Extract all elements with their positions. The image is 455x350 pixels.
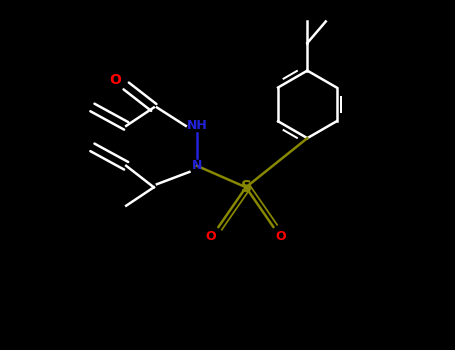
Text: O: O (276, 230, 286, 243)
Text: O: O (109, 73, 121, 87)
Text: O: O (206, 230, 216, 243)
Text: S: S (240, 180, 252, 195)
Text: N: N (192, 159, 202, 172)
Text: NH: NH (187, 119, 207, 132)
